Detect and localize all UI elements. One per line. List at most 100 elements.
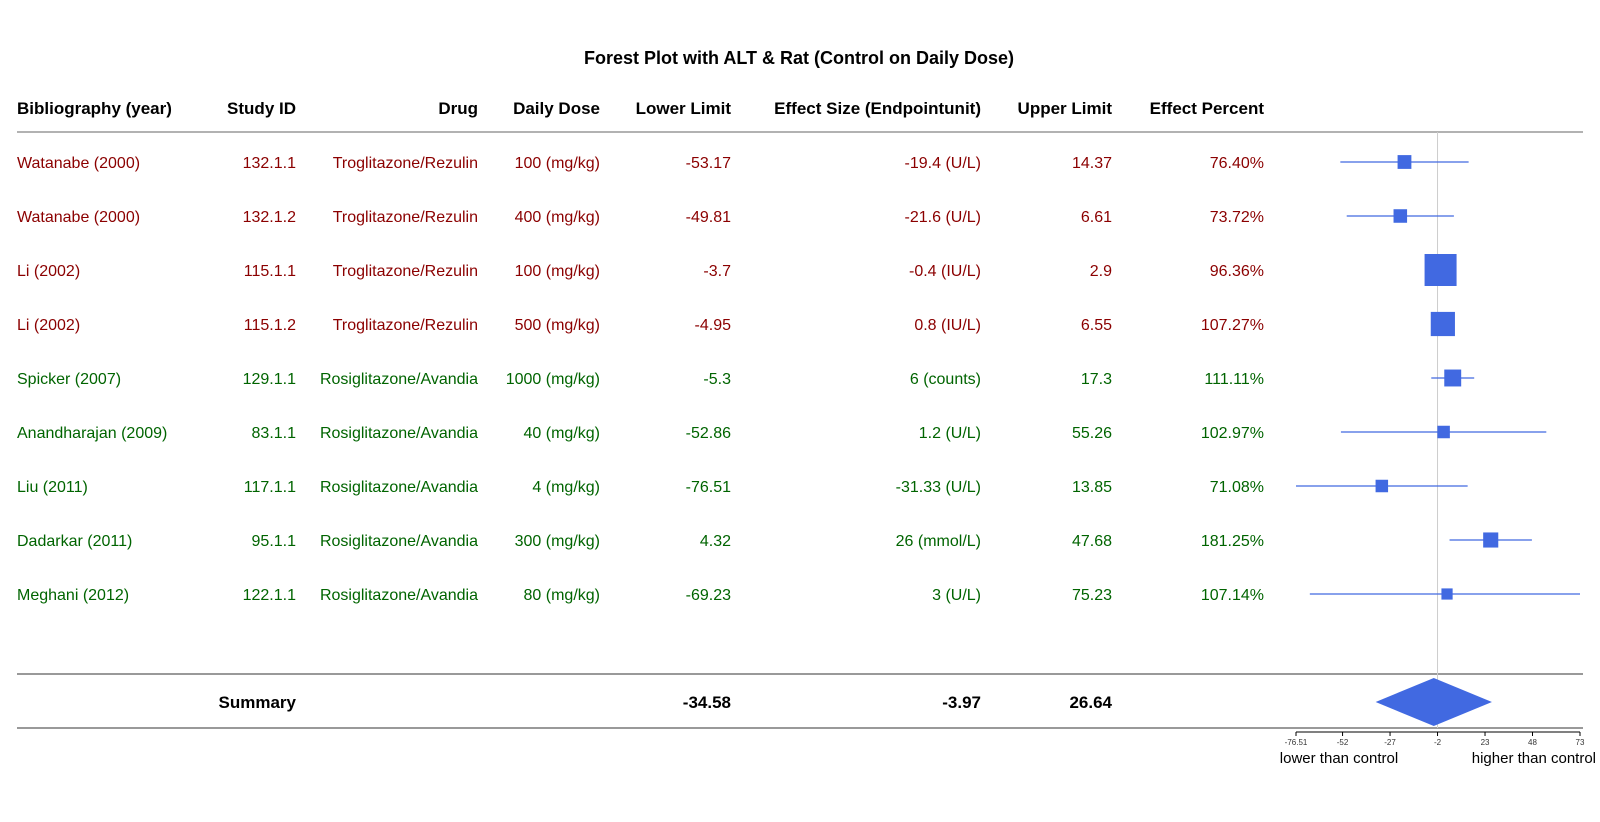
table-cell: Spicker (2007) [17,371,121,388]
table-cell: 76.40% [1210,155,1264,172]
summary-diamond [1375,678,1492,726]
table-cell: Watanabe (2000) [17,209,140,226]
effect-marker [1397,155,1412,169]
table-cell: Rosiglitazone/Avandia [320,533,478,550]
table-cell: Liu (2011) [17,479,88,496]
effect-marker [1483,532,1499,548]
table-cell: 2.9 [1090,263,1112,280]
table-row: Anandharajan (2009) 83.1.1 Rosiglitazone/A… [17,425,1264,442]
effect-marker [1424,254,1457,286]
table-cell: 6.55 [1081,317,1112,334]
table-cell: 4.32 [700,533,731,550]
direction-label-left: lower than control [1280,750,1398,767]
table-cell: -49.81 [686,209,731,226]
table-cell: 100 (mg/kg) [515,263,600,280]
table-cell: Troglitazone/Rezulin [333,209,478,226]
table-cell: Dadarkar (2011) [17,533,132,550]
x-tick-label: 48 [1528,738,1537,747]
table-cell: -0.4 (IU/L) [909,263,981,280]
table-cell: 6.61 [1081,209,1112,226]
column-header: Effect Size (Endpointunit) [774,99,981,118]
table-cell: Troglitazone/Rezulin [333,317,478,334]
table-cell: 400 (mg/kg) [515,209,600,226]
table-cell: Anandharajan (2009) [17,425,167,442]
table-cell: 117.1.1 [244,479,296,496]
effect-marker [1437,425,1450,439]
table-cell: 300 (mg/kg) [515,533,600,550]
summary-label: Summary [219,693,297,712]
effect-marker [1430,311,1455,337]
table-cell: 500 (mg/kg) [515,317,600,334]
table-cell: Rosiglitazone/Avandia [320,371,478,388]
table-row: Meghani (2012) 122.1.1 Rosiglitazone/Avand… [17,587,1264,604]
table-cell: 95.1.1 [252,533,297,550]
table-cell: 73.72% [1210,209,1264,226]
table-cell: 107.27% [1201,317,1264,334]
column-header: Bibliography (year) [17,99,172,118]
table-cell: Rosiglitazone/Avandia [320,587,478,604]
table-cell: 13.85 [1072,479,1112,496]
summary-upper: 26.64 [1069,693,1112,712]
table-cell: 83.1.1 [252,425,297,442]
table-cell: 111.11% [1204,371,1264,388]
summary-effect: -3.97 [942,693,981,712]
table-cell: Watanabe (2000) [17,155,140,172]
summary-lower: -34.58 [683,693,731,712]
table-row: Watanabe (2000) 132.1.1 Troglitazone/Rezul… [17,155,1264,172]
x-tick-label: -76.51 [1285,738,1308,747]
table-cell: 107.14% [1201,587,1264,604]
chart-title: Forest Plot with ALT & Rat (Control on D… [584,48,1014,68]
table-cell: 0.8 (IU/L) [914,317,981,334]
table-cell: 181.25% [1201,533,1264,550]
column-header: Study ID [227,99,296,118]
table-cell: 47.68 [1072,533,1112,550]
x-axis: -76.51 -52 -27 -2 23 48 73 lower than control hi… [1280,731,1596,767]
table-cell: 115.1.1 [244,263,296,280]
effect-marker [1375,479,1389,493]
table-cell: 75.23 [1072,587,1112,604]
table-cell: 4 (mg/kg) [532,479,600,496]
table-cell: 3 (U/L) [932,587,981,604]
table-cell: -4.95 [695,317,732,334]
table-cell: 26 (mmol/L) [896,533,981,550]
x-tick-label: -27 [1384,738,1396,747]
table-cell: 55.26 [1072,425,1112,442]
table-cell: 129.1.1 [243,371,296,388]
table-cell: -53.17 [686,155,731,172]
direction-label-right: higher than control [1472,750,1596,767]
table-row: Li (2002) 115.1.2 Troglitazone/Rezulin 500 … [17,317,1264,334]
effect-marker [1441,588,1453,600]
table-row: Li (2002) 115.1.1 Troglitazone/Rezulin 100 … [17,263,1264,280]
table-cell: 100 (mg/kg) [515,155,600,172]
study-rows: Watanabe (2000) 132.1.1 Troglitazone/Rezul… [17,155,1264,604]
table-row: Liu (2011) 117.1.1 Rosiglitazone/Avandia 4 … [17,479,1264,496]
table-cell: Meghani (2012) [17,587,129,604]
table-cell: 132.1.2 [243,209,296,226]
table-cell: -31.33 (U/L) [896,479,981,496]
table-cell: -21.6 (U/L) [905,209,981,226]
table-cell: Li (2002) [17,317,80,334]
table-cell: 1000 (mg/kg) [506,371,600,388]
table-cell: 71.08% [1210,479,1264,496]
table-cell: 6 (counts) [910,371,981,388]
column-header: Upper Limit [1018,99,1113,118]
table-cell: 132.1.1 [243,155,296,172]
table-cell: Troglitazone/Rezulin [333,155,478,172]
table-cell: 40 (mg/kg) [524,425,600,442]
table-row: Spicker (2007) 129.1.1 Rosiglitazone/Avand… [17,371,1264,388]
column-header: Effect Percent [1150,99,1265,118]
table-cell: -69.23 [686,587,731,604]
table-cell: 14.37 [1072,155,1112,172]
table-row: Dadarkar (2011) 95.1.1 Rosiglitazone/Avand… [17,533,1264,550]
x-tick-label: -2 [1434,738,1442,747]
effect-marker [1393,209,1408,223]
table-cell: Troglitazone/Rezulin [333,263,478,280]
table-cell: Li (2002) [17,263,80,280]
summary-row: Summary -34.58 -3.97 26.64 [219,693,1113,712]
table-cell: -52.86 [686,425,731,442]
table-cell: -19.4 (U/L) [905,155,981,172]
table-cell: 115.1.2 [244,317,296,334]
table-cell: 17.3 [1081,371,1112,388]
x-tick-label: -52 [1337,738,1349,747]
